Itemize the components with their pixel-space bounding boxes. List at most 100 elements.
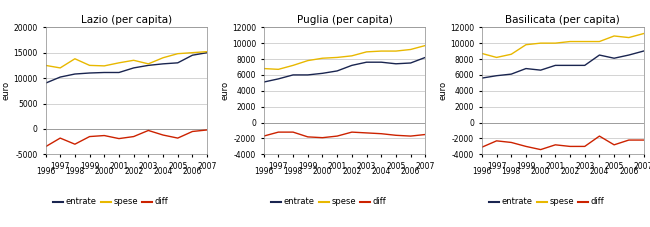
- Line: entrate: entrate: [264, 57, 425, 82]
- diff: [566, 145, 574, 148]
- entrate: [537, 69, 545, 72]
- diff: [392, 134, 400, 137]
- spese: [203, 50, 211, 53]
- spese: [274, 68, 282, 71]
- Line: diff: diff: [46, 130, 207, 147]
- diff: [42, 145, 49, 148]
- entrate: [551, 64, 559, 67]
- entrate: [493, 74, 500, 77]
- Legend: entrate, spese, diff: entrate, spese, diff: [486, 194, 608, 210]
- entrate: [57, 76, 64, 79]
- spese: [581, 40, 589, 43]
- Y-axis label: euro: euro: [220, 81, 229, 100]
- spese: [478, 52, 486, 55]
- entrate: [100, 71, 108, 74]
- diff: [57, 137, 64, 139]
- entrate: [407, 62, 415, 64]
- diff: [289, 131, 297, 133]
- spese: [407, 48, 415, 51]
- Line: diff: diff: [482, 136, 644, 150]
- spese: [188, 51, 196, 54]
- Title: Lazio (per capita): Lazio (per capita): [81, 15, 172, 25]
- Line: entrate: entrate: [482, 51, 644, 78]
- diff: [71, 143, 79, 146]
- diff: [551, 143, 559, 146]
- Y-axis label: euro: euro: [2, 81, 11, 100]
- spese: [86, 64, 94, 67]
- entrate: [71, 73, 79, 75]
- spese: [625, 36, 632, 39]
- diff: [115, 137, 123, 140]
- entrate: [478, 77, 486, 79]
- entrate: [508, 73, 515, 75]
- Y-axis label: euro: euro: [438, 81, 447, 100]
- diff: [348, 131, 356, 133]
- Line: diff: diff: [264, 132, 425, 138]
- spese: [42, 64, 49, 67]
- entrate: [363, 61, 370, 64]
- spese: [522, 43, 530, 46]
- entrate: [174, 62, 181, 64]
- Line: spese: spese: [264, 45, 425, 69]
- entrate: [581, 64, 589, 67]
- diff: [478, 146, 486, 149]
- entrate: [260, 81, 268, 84]
- spese: [348, 54, 356, 57]
- spese: [551, 42, 559, 44]
- diff: [595, 135, 603, 138]
- diff: [493, 139, 500, 142]
- spese: [304, 59, 311, 62]
- entrate: [392, 62, 400, 65]
- diff: [407, 135, 415, 138]
- Line: spese: spese: [482, 34, 644, 57]
- diff: [188, 130, 196, 133]
- entrate: [318, 72, 326, 75]
- diff: [144, 129, 152, 132]
- entrate: [522, 67, 530, 70]
- entrate: [348, 64, 356, 67]
- diff: [86, 135, 94, 138]
- diff: [522, 145, 530, 148]
- spese: [260, 67, 268, 70]
- entrate: [188, 54, 196, 57]
- Legend: entrate, spese, diff: entrate, spese, diff: [268, 194, 390, 210]
- spese: [493, 56, 500, 59]
- Title: Puglia (per capita): Puglia (per capita): [296, 15, 393, 25]
- diff: [363, 132, 370, 134]
- Line: entrate: entrate: [46, 53, 207, 83]
- entrate: [274, 77, 282, 80]
- spese: [378, 50, 385, 52]
- diff: [333, 135, 341, 138]
- entrate: [378, 61, 385, 64]
- entrate: [115, 71, 123, 74]
- diff: [421, 133, 429, 136]
- Line: spese: spese: [46, 52, 207, 68]
- Title: Basilicata (per capita): Basilicata (per capita): [505, 15, 620, 25]
- Legend: entrate, spese, diff: entrate, spese, diff: [49, 194, 172, 210]
- spese: [421, 44, 429, 47]
- spese: [100, 64, 108, 67]
- entrate: [333, 69, 341, 72]
- diff: [274, 131, 282, 133]
- entrate: [625, 54, 632, 56]
- spese: [392, 50, 400, 52]
- spese: [363, 51, 370, 53]
- entrate: [566, 64, 574, 67]
- entrate: [203, 51, 211, 54]
- spese: [333, 56, 341, 59]
- diff: [378, 132, 385, 135]
- entrate: [159, 62, 167, 65]
- entrate: [289, 74, 297, 76]
- diff: [581, 145, 589, 148]
- spese: [57, 67, 64, 69]
- spese: [71, 57, 79, 60]
- entrate: [610, 57, 618, 59]
- spese: [144, 62, 152, 65]
- diff: [508, 141, 515, 144]
- entrate: [130, 67, 138, 69]
- spese: [508, 53, 515, 56]
- diff: [304, 136, 311, 138]
- spese: [610, 35, 618, 37]
- entrate: [640, 50, 647, 52]
- spese: [566, 40, 574, 43]
